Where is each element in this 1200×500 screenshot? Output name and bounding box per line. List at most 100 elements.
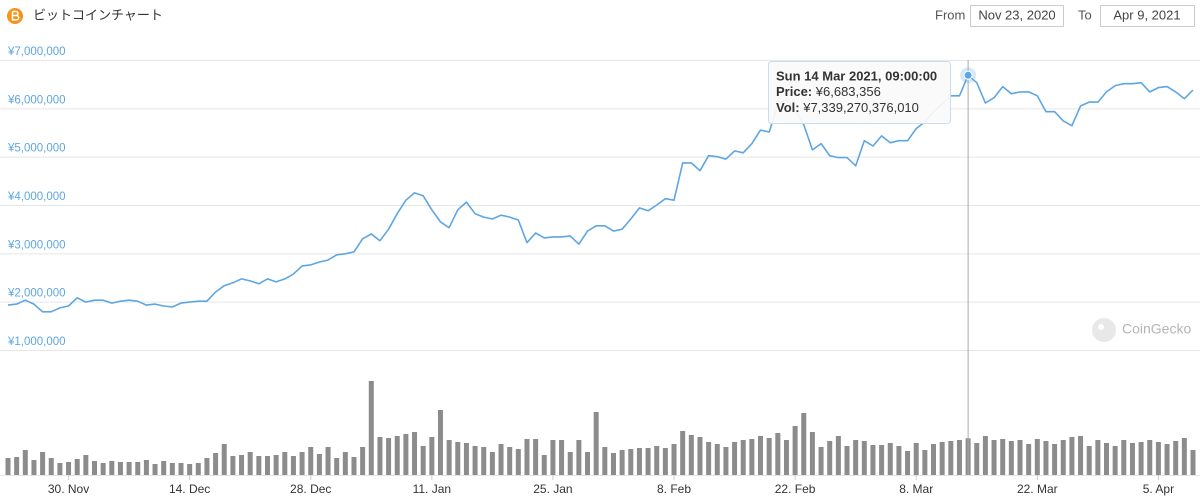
volume-bar [1121,440,1127,475]
volume-bar [204,458,210,475]
volume-bar [991,440,997,475]
y-tick-label: ¥2,000,000 [7,288,66,300]
volume-bar [1147,440,1153,475]
volume-bar [697,437,703,475]
volume-bar [22,450,28,475]
volume-bar [654,446,660,475]
y-tick-label: ¥7,000,000 [7,46,66,58]
volume-bar [861,441,867,475]
volume-bar [377,437,383,475]
volume-bar [161,461,167,475]
volume-bar [5,458,11,475]
volume-bar [91,461,97,475]
volume-bar [507,447,513,475]
volume-bar [783,440,789,475]
volume-bar [152,464,158,475]
tooltip-price-label: Price: [776,84,812,99]
volume-bar [1008,441,1014,475]
volume-bar [463,443,469,475]
volume-bar [827,441,833,475]
volume-bar [524,439,530,475]
volume-bar [931,444,937,475]
volume-bar [308,447,314,475]
y-tick-label: ¥3,000,000 [7,239,66,251]
volume-bar [749,439,755,475]
to-input[interactable] [1100,5,1195,27]
volume-bar [559,440,565,475]
volume-bar [879,445,885,475]
volume-bar [230,456,236,475]
volume-bar [282,452,288,475]
x-tick-label: 8. Feb [657,482,691,496]
to-value: Apr 9, 2021 [1113,7,1180,22]
volume-bar [1164,444,1170,475]
volume-bar [195,463,201,475]
header: ビットコインチャート From Nov 23, 2020 To Apr 9, 2… [7,5,1195,27]
volume-bar [66,462,72,475]
volume-bar [40,452,46,475]
volume-bar [576,440,582,475]
volume-bar [1078,436,1084,475]
volume-bar [766,438,772,475]
x-tick-label: 22. Feb [775,482,816,496]
x-tick-label: 28. Dec [290,482,331,496]
volume-bar [671,444,677,475]
volume-bar [126,462,132,475]
volume-bar [610,453,616,475]
volume-bar [835,436,841,475]
tooltip-box [768,61,951,124]
x-tick-label: 8. Mar [899,482,933,496]
volume-bar [256,456,262,475]
volume-bar [1000,439,1006,475]
volume-bar [446,440,452,475]
volume-bar [636,448,642,475]
volume-bar [455,442,461,475]
volume-bar [939,442,945,475]
from-input[interactable] [970,5,1064,27]
volume-bar [1086,446,1092,475]
volume-bar [723,447,729,475]
volume-bar [403,434,409,475]
volume-bar [472,446,478,475]
volume-bar [290,456,296,475]
watermark-icon-eye [1098,324,1104,330]
volume-bar [541,455,547,475]
volume-bar [83,455,89,475]
to-label: To [1078,7,1092,22]
price-line [7,74,1194,313]
coin-icon-glyph [11,10,20,21]
volume-bar [887,443,893,475]
volume-bar [437,410,443,475]
volume-bar [809,432,815,475]
volume-bar [680,431,686,475]
volume-bar [342,452,348,475]
volume-bar [1155,442,1161,475]
volume-bar [420,446,426,475]
volume-bar [31,460,37,475]
volume-bar [1181,438,1187,475]
x-tick-label: 11. Jan [413,482,451,496]
volume-bar [982,436,988,475]
volume-bar [334,458,340,475]
volume-bar [662,448,668,475]
volume-bar [178,463,184,475]
tooltip-vol-value: ¥7,339,270,376,010 [802,100,919,115]
y-tick-label: ¥5,000,000 [7,143,66,155]
from-label: From [935,7,965,22]
volume-bar [688,435,694,475]
watermark-icon [1092,318,1116,342]
volume-bar [1069,437,1075,475]
volume-bar [394,436,400,475]
volume-bar [1034,439,1040,475]
volume-bar [948,441,954,475]
volume-bar [117,462,123,475]
volume-bar [801,413,807,475]
volume-bar [57,463,63,475]
volume-bar [1104,443,1110,475]
volume-bar [239,455,245,475]
volume-bar [732,442,738,475]
volume-bar [593,412,599,475]
tooltip-vol-label: Vol: [776,100,800,115]
volume-bar [1129,443,1135,475]
volume-bar [100,463,106,475]
